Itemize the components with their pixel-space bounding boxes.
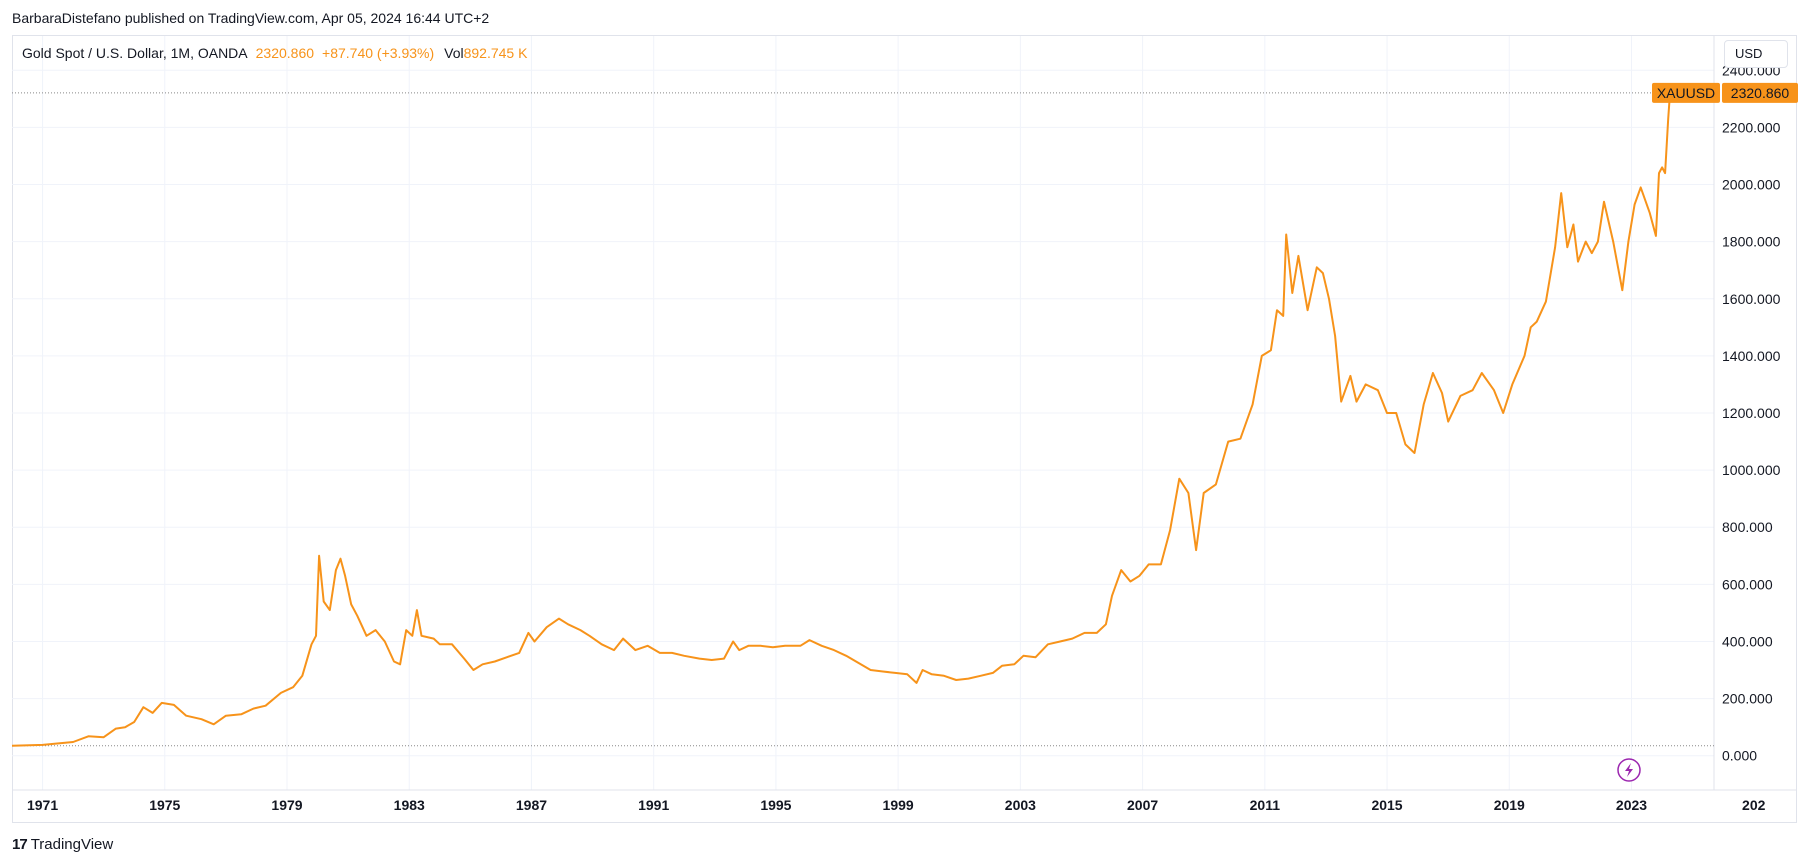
x-tick-label: 2023	[1616, 797, 1647, 813]
x-tick-label: 1995	[760, 797, 791, 813]
x-tick-label: 1971	[27, 797, 58, 813]
price-tag-value-bg	[1722, 82, 1798, 103]
y-tick-label: 2200.000	[1722, 119, 1781, 135]
x-tick-label: 202	[1742, 797, 1766, 813]
x-tick-label: 2003	[1005, 797, 1036, 813]
price-tag-symbol-bg	[1652, 82, 1720, 103]
y-tick-label: 1000.000	[1722, 462, 1781, 478]
y-tick-label: 200.000	[1722, 691, 1773, 707]
x-tick-label: 2007	[1127, 797, 1158, 813]
currency-button[interactable]: USD	[1724, 40, 1788, 68]
legend-volume-label: Vol	[444, 45, 464, 61]
legend-price: 2320.860	[255, 45, 315, 61]
y-tick-label: 600.000	[1722, 576, 1773, 592]
chart-legend: Gold Spot / U.S. Dollar, 1M, OANDA 2320.8…	[22, 45, 527, 61]
y-tick-label: 1400.000	[1722, 348, 1781, 364]
tradingview-logo-icon: 17	[12, 836, 28, 853]
x-tick-label: 1979	[271, 797, 302, 813]
price-line-series	[11, 92, 1671, 747]
x-tick-label: 2011	[1250, 797, 1281, 813]
legend-symbol[interactable]: Gold Spot / U.S. Dollar, 1M, OANDA	[22, 45, 248, 61]
price-tag-symbol: XAUUSD	[1657, 85, 1715, 101]
x-tick-label: 2019	[1494, 797, 1525, 813]
y-tick-label: 1800.000	[1722, 234, 1781, 250]
x-tick-label: 2015	[1371, 797, 1402, 813]
lightning-bolt-glyph	[1625, 763, 1633, 777]
y-tick-label: 800.000	[1722, 519, 1773, 535]
x-tick-label: 1975	[149, 797, 180, 813]
y-tick-label: 1200.000	[1722, 405, 1781, 421]
footer-brand[interactable]: 17 TradingView	[12, 836, 113, 853]
y-tick-label: 400.000	[1722, 633, 1773, 649]
x-tick-label: 1991	[638, 797, 669, 813]
y-tick-label: 2000.000	[1722, 177, 1781, 193]
legend-change: +87.740 (+3.93%)	[322, 45, 435, 61]
x-tick-label: 1987	[516, 797, 547, 813]
legend-volume-value: 892.745 K	[463, 45, 528, 61]
price-tag-value: 2320.860	[1731, 85, 1790, 101]
chart-frame	[12, 35, 1797, 823]
x-tick-label: 1983	[394, 797, 425, 813]
published-by-text: BarbaraDistefano published on TradingVie…	[12, 10, 490, 26]
y-tick-label: 0.000	[1722, 748, 1757, 764]
y-tick-label: 1600.000	[1722, 291, 1781, 307]
x-tick-label: 1999	[883, 797, 914, 813]
footer-brand-label: TradingView	[30, 836, 114, 853]
